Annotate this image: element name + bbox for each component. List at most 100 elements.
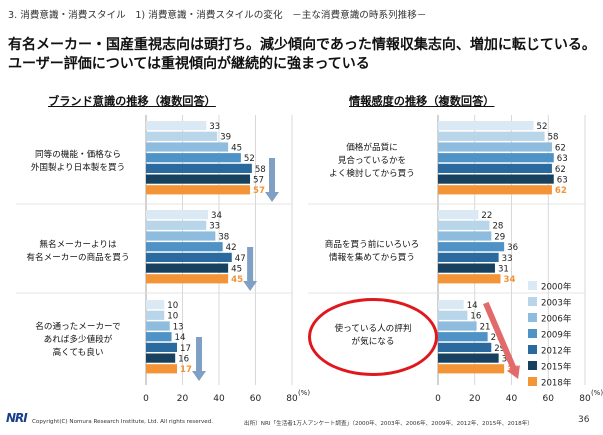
data-label: 34 <box>211 211 222 221</box>
legend-label: 2009年 <box>541 329 572 341</box>
bar <box>146 310 165 320</box>
bar <box>438 263 495 273</box>
bar <box>146 231 216 241</box>
nri-logo: NRI <box>6 411 28 425</box>
bar <box>438 153 554 163</box>
bar <box>438 231 492 241</box>
data-label: 10 <box>167 312 178 322</box>
legend-swatch <box>528 377 537 386</box>
data-label: 52 <box>244 154 255 164</box>
bar <box>438 174 554 184</box>
data-label: 16 <box>470 312 481 322</box>
legend-label: 2000年 <box>541 281 572 293</box>
bar <box>146 163 252 173</box>
source-note: 出所）NRI「生活者1万人アンケート調査」（2000年、2003年、2006年、… <box>244 421 533 427</box>
bar <box>146 252 232 262</box>
bar <box>146 263 229 273</box>
bar <box>438 364 505 374</box>
tick-label: 40 <box>506 394 518 404</box>
data-label: 39 <box>220 133 231 143</box>
bar <box>438 131 545 141</box>
legend-label: 2003年 <box>541 297 572 309</box>
data-label: 16 <box>178 355 189 365</box>
category-label: 商品を買う前にいろいろ 情報を集めてから買う <box>324 240 420 263</box>
right-chart-title: 情報感度の推移（複数回答） <box>349 95 495 108</box>
bar <box>438 210 479 220</box>
data-label: 63 <box>557 176 568 186</box>
bar <box>438 220 490 230</box>
breadcrumb: 3. 消費意識・消費スタイル 1) 消費意識・消費スタイルの変化 －主な消費意識… <box>8 10 427 21</box>
tick-label: 20 <box>469 394 481 404</box>
data-label: 29 <box>494 232 505 242</box>
bar <box>438 310 468 320</box>
bar <box>146 121 207 131</box>
legend-swatch <box>528 361 537 370</box>
unit-label: (%) <box>298 389 310 397</box>
data-label: 14 <box>467 301 478 311</box>
tick-label: 0 <box>435 394 441 404</box>
data-label: 62 <box>555 143 566 153</box>
bar <box>146 300 165 310</box>
bar <box>146 342 178 352</box>
data-label: 45 <box>231 265 242 275</box>
data-label: 33 <box>209 222 220 232</box>
trend-arrow-down-icon <box>243 247 258 291</box>
bar <box>438 142 552 152</box>
bar <box>146 321 170 331</box>
legend-label: 2015年 <box>541 361 572 373</box>
category-label: 名の通ったメーカーで あれば多少値段が 高くても良い <box>35 322 121 358</box>
legend-label: 2006年 <box>541 313 572 325</box>
data-label: 33 <box>502 254 513 264</box>
data-label: 36 <box>507 243 518 253</box>
data-label: 45 <box>231 275 243 285</box>
data-label: 14 <box>175 333 186 343</box>
tick-label: 80 <box>286 394 298 404</box>
bar <box>438 300 464 310</box>
legend-swatch <box>528 345 537 354</box>
bar <box>146 131 218 141</box>
category-label: 同等の機能・価格なら 外国製より日本製を買う <box>30 150 126 173</box>
trend-arrow-down-icon <box>265 158 280 202</box>
data-label: 57 <box>253 176 264 186</box>
data-label: 62 <box>555 165 566 175</box>
tick-label: 80 <box>579 394 591 404</box>
data-label: 13 <box>173 322 184 332</box>
data-label: 57 <box>253 186 265 196</box>
trend-arrow-down-icon <box>192 337 207 381</box>
data-label: 42 <box>226 243 237 253</box>
tick-label: 20 <box>177 394 189 404</box>
data-label: 22 <box>481 211 492 221</box>
data-label: 28 <box>492 222 503 232</box>
bar <box>438 342 492 352</box>
data-label: 58 <box>548 133 559 143</box>
data-label: 21 <box>480 322 491 332</box>
page-number: 36 <box>578 415 590 425</box>
trend-arrow-up-icon <box>483 301 520 379</box>
data-label: 63 <box>557 154 568 164</box>
data-label: 17 <box>180 344 191 354</box>
legend-label: 2018年 <box>541 377 572 389</box>
copyright-text: Copyright(C) Nomura Research Institute, … <box>32 419 214 425</box>
bar <box>146 332 172 342</box>
data-label: 52 <box>537 122 548 132</box>
legend-swatch <box>528 297 537 306</box>
data-label: 10 <box>167 301 178 311</box>
data-label: 29 <box>494 344 505 354</box>
data-label: 31 <box>498 265 509 275</box>
data-label: 17 <box>180 365 192 375</box>
bar <box>438 185 552 195</box>
legend-swatch <box>528 329 537 338</box>
legend-swatch <box>528 313 537 322</box>
data-label: 38 <box>218 232 229 242</box>
legend-label: 2012年 <box>541 345 572 357</box>
tick-label: 0 <box>143 394 149 404</box>
page-title: 有名メーカー・国産重視志向は頭打ち。減少傾向であった情報収集志向、増加に転じてい… <box>8 37 596 72</box>
data-label: 34 <box>503 275 515 285</box>
bar <box>438 242 505 252</box>
bar <box>146 174 251 184</box>
left-chart-title: ブランド意識の推移（複数回答） <box>48 95 216 108</box>
data-label: 62 <box>555 186 567 196</box>
bar <box>146 153 241 163</box>
bar <box>146 210 209 220</box>
